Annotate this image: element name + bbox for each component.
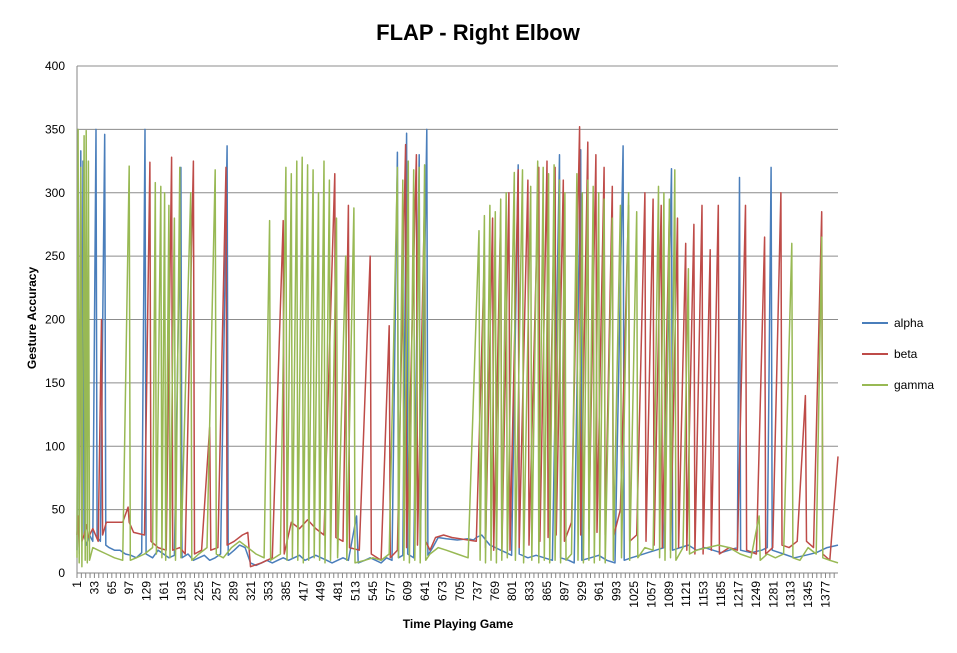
gridlines	[77, 65, 838, 511]
x-tick-label: 1153	[697, 581, 711, 607]
y-tick-label: 0	[58, 566, 65, 580]
y-tick-label: 400	[45, 59, 65, 73]
y-tick-label: 100	[45, 439, 65, 453]
x-tick-label: 801	[505, 581, 519, 601]
x-tick-label: 449	[314, 581, 328, 601]
x-tick-label: 993	[610, 581, 624, 601]
legend-item-gamma: gamma	[862, 378, 934, 392]
chart-title: FLAP - Right Elbow	[376, 20, 581, 45]
x-tick-label: 417	[296, 581, 310, 601]
y-tick-label: 300	[45, 186, 65, 200]
x-tick-label: 705	[453, 581, 467, 601]
y-tick-label: 350	[45, 122, 65, 136]
x-tick-label: 385	[279, 581, 293, 601]
x-tick-label: 961	[592, 581, 606, 601]
x-tick-label: 769	[488, 581, 502, 601]
y-tick-label: 200	[45, 313, 65, 327]
x-tick-label: 97	[122, 581, 136, 595]
x-tick-label: 577	[383, 581, 397, 601]
x-tick-label: 673	[436, 581, 450, 601]
x-tick-label: 929	[575, 581, 589, 601]
y-tick-label: 50	[52, 503, 66, 517]
x-tick-label: 609	[401, 581, 415, 601]
legend-label: alpha	[894, 316, 924, 330]
x-tick-label: 1025	[627, 581, 641, 608]
x-tick-label: 545	[366, 581, 380, 601]
x-tick-label: 225	[192, 581, 206, 601]
x-tick-label: 1089	[662, 581, 676, 608]
y-axis-title: Gesture Accuracy	[25, 267, 39, 370]
legend-label: gamma	[894, 378, 934, 392]
x-tick-label: 513	[349, 581, 363, 601]
series-lines	[76, 126, 839, 568]
x-tick-label: 1281	[766, 581, 780, 608]
x-tick-label: 897	[557, 581, 571, 601]
x-tick-label: 833	[523, 581, 537, 601]
x-tick-label: 1377	[818, 581, 832, 608]
x-tick-label: 1121	[679, 581, 693, 607]
x-tick-label: 1313	[784, 581, 798, 608]
y-tick-label: 150	[45, 376, 65, 390]
x-tick-label: 257	[209, 581, 223, 601]
x-tick-label: 353	[261, 581, 275, 601]
x-tick-label: 65	[105, 581, 119, 595]
x-tick-labels: 1 33 65 97 129 161 193 225 257 289 321 353 385 417 449…	[70, 581, 832, 608]
series-line-alpha	[76, 128, 839, 567]
x-tick-label: 1249	[749, 581, 763, 608]
x-tick-label: 641	[418, 581, 432, 601]
x-tick-label: 865	[540, 581, 554, 601]
x-tick-label: 289	[227, 581, 241, 601]
legend-label: beta	[894, 347, 918, 361]
x-tick-label: 737	[470, 581, 484, 601]
x-tick-label: 1345	[801, 581, 815, 608]
y-tick-labels: 0 50 100 150 200 250 300 350 400	[45, 59, 65, 580]
x-tick-label: 1	[70, 581, 84, 588]
x-tick-label: 1185	[714, 581, 728, 607]
y-tick-label: 250	[45, 249, 65, 263]
legend: alpha beta gamma	[862, 316, 934, 392]
x-tick-label: 1057	[644, 581, 658, 608]
x-axis-title: Time Playing Game	[403, 617, 514, 631]
legend-item-beta: beta	[862, 347, 918, 361]
series-line-gamma	[76, 128, 839, 568]
x-tick-label: 321	[244, 581, 258, 601]
legend-item-alpha: alpha	[862, 316, 924, 330]
x-tick-label: 33	[87, 581, 101, 595]
x-tick-label: 129	[140, 581, 154, 601]
x-tick-label: 161	[157, 581, 171, 601]
x-tick-label: 193	[174, 581, 188, 601]
x-tick-label: 481	[331, 581, 345, 601]
x-tick-label: 1217	[731, 581, 745, 608]
